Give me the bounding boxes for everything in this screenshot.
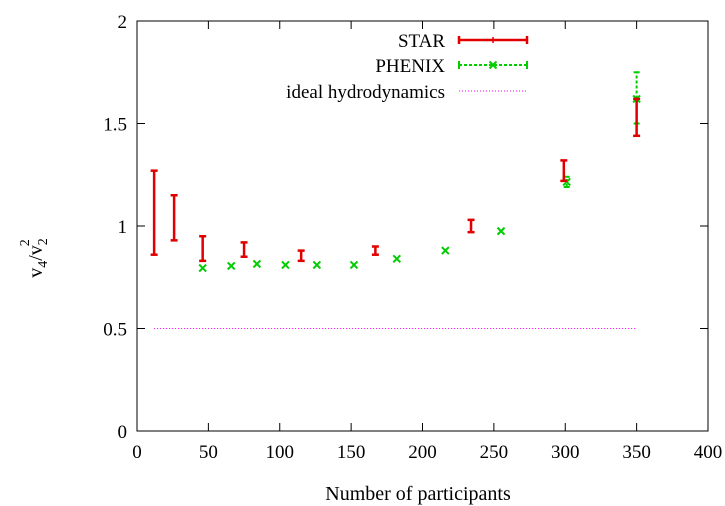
legend-label-star: STAR [398,31,445,52]
x-tick-label: 400 [694,442,723,463]
phenix-marker [252,259,262,269]
x-axis-label: Number of participants [325,483,511,505]
y-label-base: v [25,268,47,278]
phenix-point [252,259,262,269]
star-errorbar [240,241,248,258]
y-tick-label: 2 [118,12,128,33]
phenix-point [312,260,322,270]
axis-ticks [136,20,709,432]
x-tick-label: 100 [266,442,295,463]
series-layer [150,71,641,329]
phenix-point [441,246,450,255]
x-tick-label: 50 [199,442,218,463]
phenix-point [392,254,402,264]
phenix-point [496,226,506,236]
legend-label-phenix: PHENIX [375,56,445,77]
x-tick-label: 250 [480,442,509,463]
legend-swatch-phenix-marker [488,60,498,70]
phenix-point [349,260,359,270]
phenix-marker [496,226,506,236]
y-axis-label: v4/v22 [18,238,51,278]
phenix-marker [312,260,322,270]
star-errorbar [371,245,379,256]
x-tick-label: 200 [408,442,437,463]
legend-item-phenix: PHENIX [375,56,528,77]
star-errorbar [297,249,305,263]
legend-label-ideal-hydrodynamics: ideal hydrodynamics [286,82,445,103]
legend-item-star: STAR [398,31,529,52]
y-tick-label: 0.5 [103,320,127,341]
star-errorbar [560,159,568,183]
x-tick-label: 150 [337,442,366,463]
axis-tick-labels: 0 50 100 150 200 250 300 350 400 0 0.5 1 1.5 2 [103,12,722,463]
phenix-marker [227,261,236,271]
phenix-marker [441,246,450,255]
star-errorbar [467,218,475,234]
y-label-sep: /v [25,245,47,261]
legend: STAR PHENIX ideal hydrodynamics [286,31,529,103]
star-errorbar [170,194,178,242]
legend-item-ideal-hydrodynamics: ideal hydrodynamics [286,82,527,103]
phenix-marker [349,260,359,270]
phenix-marker [392,254,402,264]
phenix-point [227,261,236,271]
phenix-point [198,263,207,273]
star-errorbar [199,235,207,263]
y-tick-label: 1.5 [103,115,127,136]
star-errorbar [150,169,158,256]
y-tick-label: 0 [118,422,128,443]
phenix-marker [198,263,207,273]
y-tick-label: 1 [118,217,128,238]
y-label-sub1: 4 [36,261,51,268]
x-tick-label: 300 [551,442,580,463]
x-tick-label: 0 [132,442,142,463]
phenix-marker [281,260,290,270]
y-label-sub2: 2 [36,238,51,245]
x-tick-label: 350 [622,442,651,463]
phenix-point [281,260,290,270]
y-label-sup: 2 [18,239,33,246]
star-errorbar [633,97,641,138]
